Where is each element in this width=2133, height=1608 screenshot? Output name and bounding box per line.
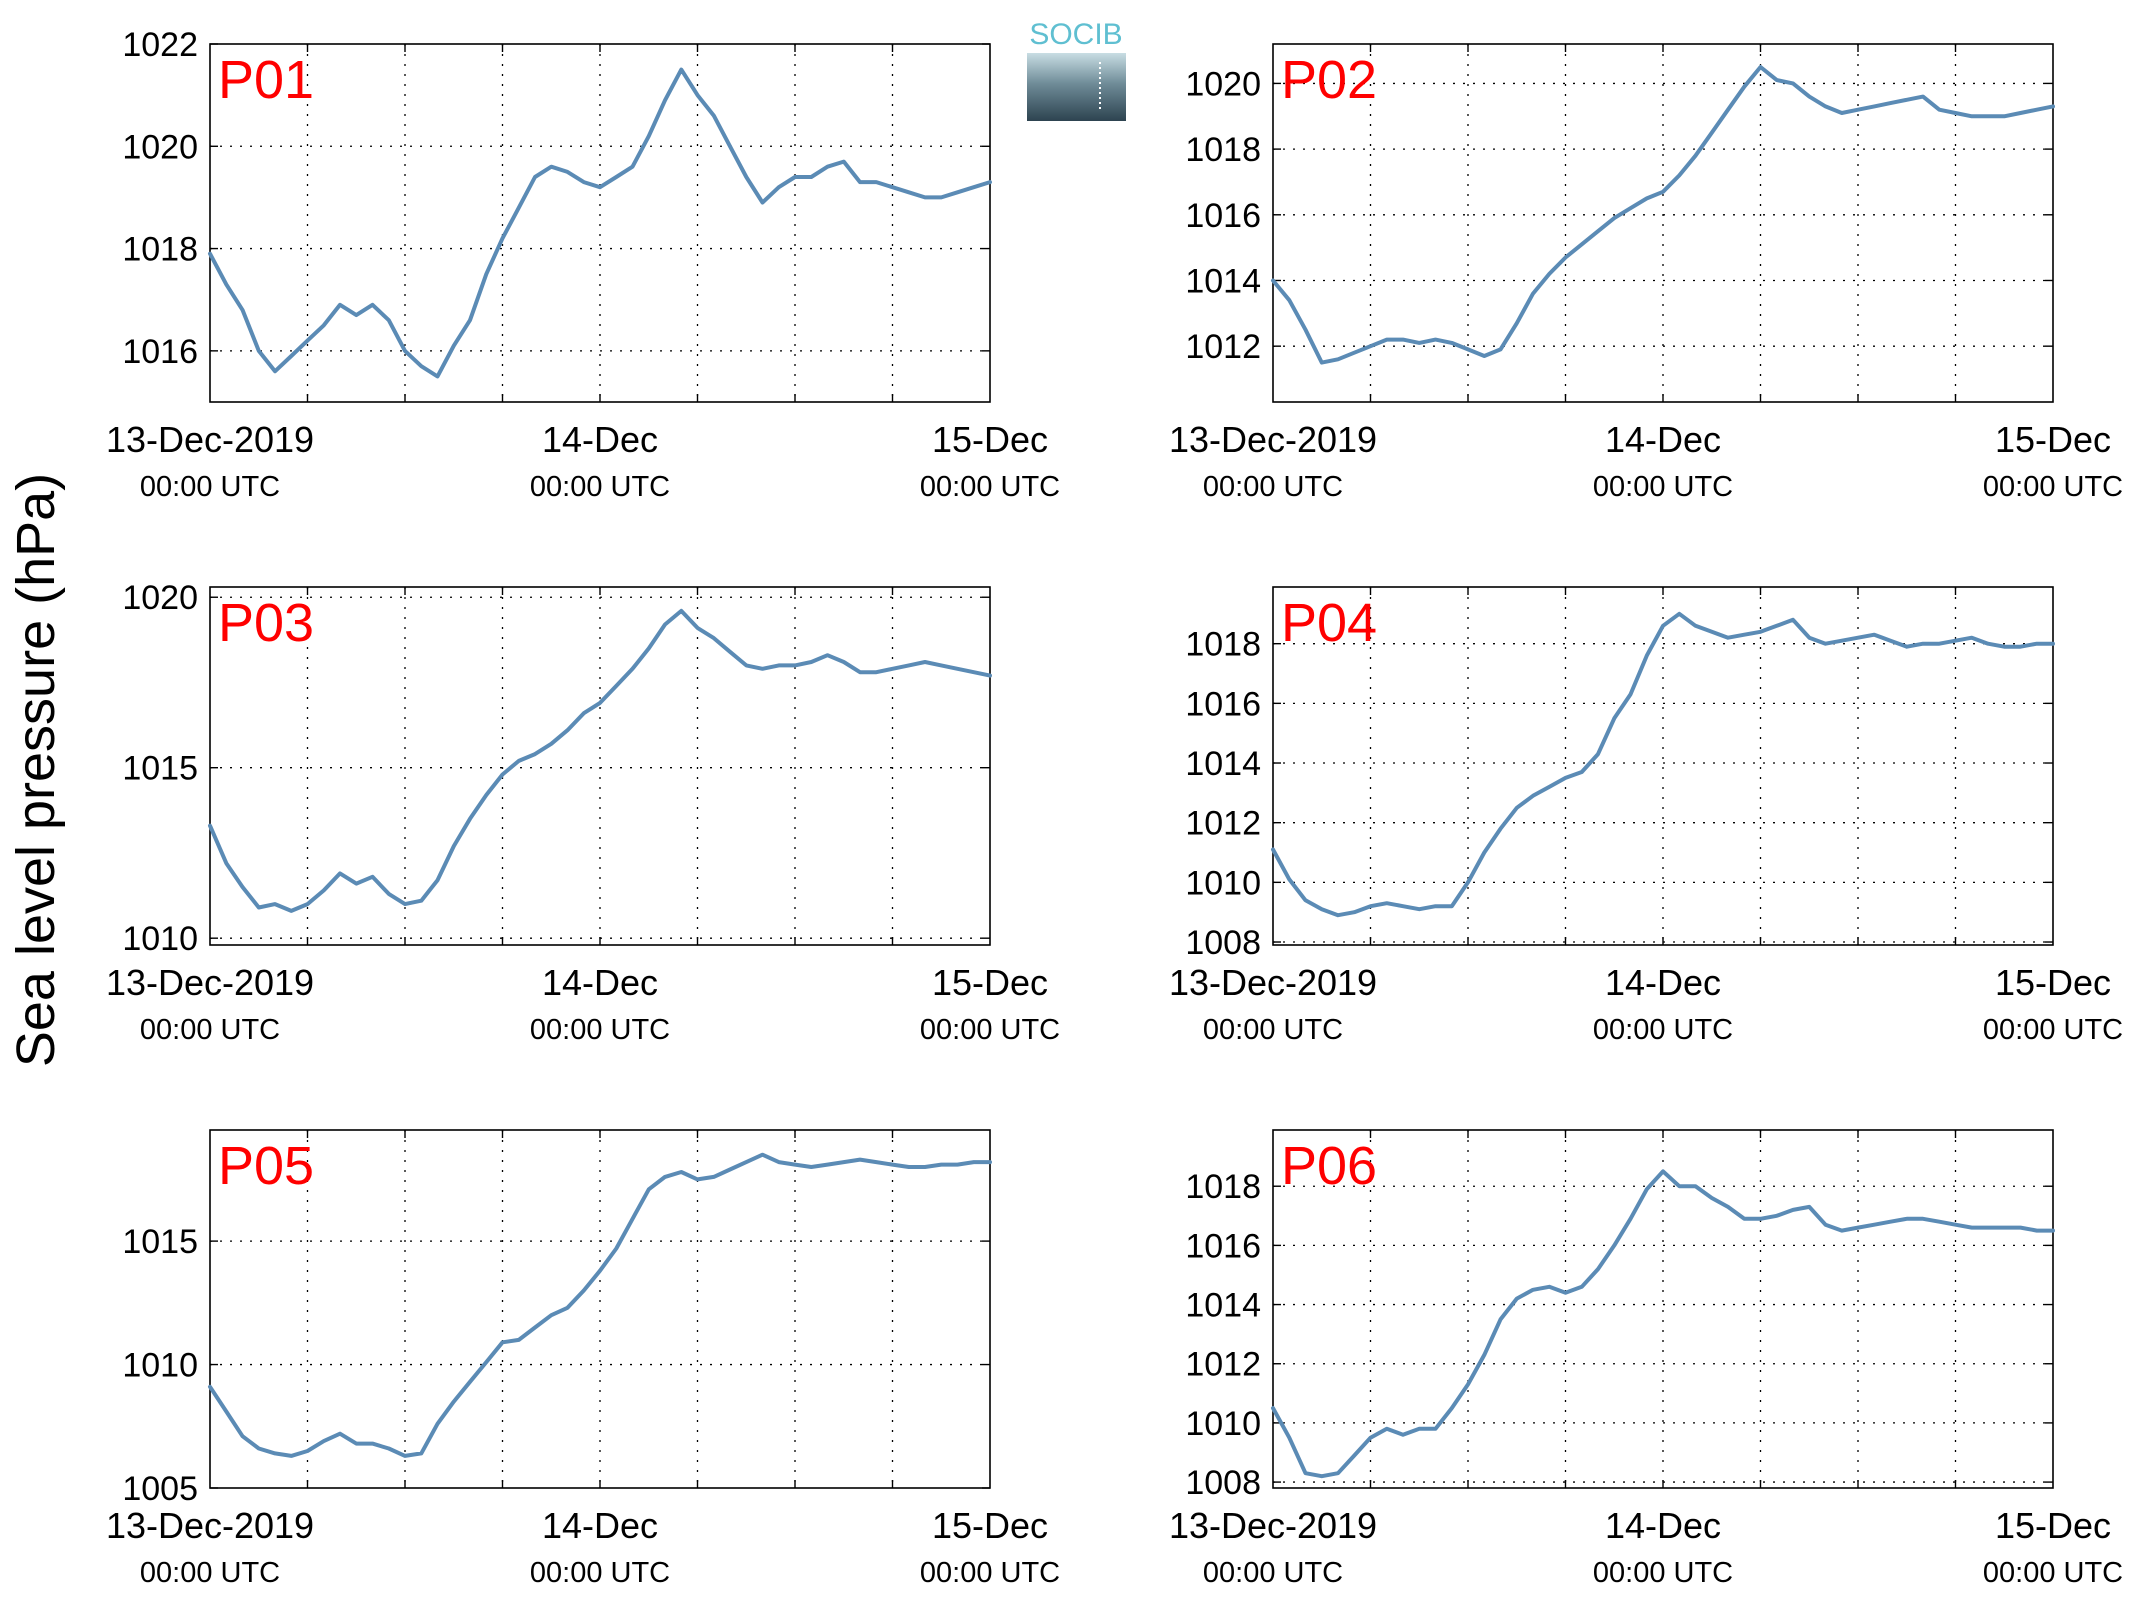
x-tick-sublabel: 00:00 UTC — [1983, 471, 2123, 503]
pressure-series-line — [1271, 1169, 2055, 1479]
x-tick-sublabel: 00:00 UTC — [1203, 1014, 1343, 1046]
pressure-series-line — [1271, 611, 2055, 918]
pressure-series-line — [208, 608, 992, 913]
x-tick-sublabel: 00:00 UTC — [1983, 1557, 2123, 1589]
pressure-series-line — [208, 1152, 992, 1458]
y-tick-label: 1016 — [122, 333, 198, 371]
plot-frame — [209, 1129, 991, 1489]
y-tick-label: 1018 — [1185, 1168, 1261, 1206]
panel-label: P02 — [1281, 50, 1377, 110]
y-tick-label: 1010 — [122, 1347, 198, 1385]
x-tick-sublabel: 00:00 UTC — [530, 1557, 670, 1589]
logo-badge — [1027, 53, 1126, 121]
y-tick-label: 1015 — [122, 750, 198, 788]
x-tick-sublabel: 00:00 UTC — [1203, 1557, 1343, 1589]
x-tick-label: 14-Dec — [542, 962, 658, 1003]
panel-label: P06 — [1281, 1136, 1377, 1196]
y-tick-label: 1008 — [1185, 1464, 1261, 1502]
y-tick-label: 1018 — [1185, 626, 1261, 664]
y-tick-label: 1018 — [1185, 131, 1261, 169]
y-tick-label: 1014 — [1185, 745, 1261, 783]
x-tick-sublabel: 00:00 UTC — [140, 1557, 280, 1589]
y-tick-label: 1016 — [1185, 1227, 1261, 1265]
chart-panel-p02: 1012 1014 1016 1018 1020 13-Dec-2019 00:00 UTC… — [1169, 43, 2123, 503]
panel-label: P01 — [218, 50, 314, 110]
chart-panel-p04: 1008 1010 1012 1014 1016 1018 13-Dec-2019 00:00… — [1169, 586, 2123, 1046]
chart-panel-p05: 1005 1010 1015 13-Dec-2019 00:00 UTC 14-Dec 00… — [106, 1129, 1060, 1589]
y-tick-label: 1018 — [122, 231, 198, 269]
x-tick-sublabel: 00:00 UTC — [1593, 1014, 1733, 1046]
y-tick-label: 1010 — [1185, 864, 1261, 902]
x-tick-sublabel: 00:00 UTC — [140, 471, 280, 503]
y-tick-label: 1014 — [1185, 1287, 1261, 1325]
chart-panel-p03: 1010 1015 1020 13-Dec-2019 00:00 UTC 14-Dec 00… — [106, 579, 1060, 1046]
y-tick-label: 1014 — [1185, 262, 1261, 300]
x-tick-label: 14-Dec — [1605, 419, 1721, 460]
pressure-series-line — [1271, 65, 2055, 365]
y-tick-label: 1012 — [1185, 1346, 1261, 1384]
chart-panels: 1016 1018 1020 1022 13-Dec-2019 00:00 UTC 14-D… — [106, 26, 2123, 1589]
y-tick-label: 1010 — [122, 920, 198, 958]
chart-panel-p06: 1008 1010 1012 1014 1016 1018 13-Dec-2019 00:00… — [1169, 1129, 2123, 1589]
x-tick-label: 13-Dec-2019 — [1169, 1505, 1377, 1546]
x-tick-sublabel: 00:00 UTC — [140, 1014, 280, 1046]
logo-text: SOCIB — [1029, 18, 1122, 51]
socib-logo: SOCIB — [1027, 18, 1126, 121]
y-tick-label: 1020 — [122, 128, 198, 166]
x-tick-sublabel: 00:00 UTC — [920, 1557, 1060, 1589]
x-tick-label: 14-Dec — [542, 419, 658, 460]
x-tick-sublabel: 00:00 UTC — [1593, 471, 1733, 503]
y-tick-label: 1010 — [1185, 1405, 1261, 1443]
x-tick-label: 15-Dec — [1995, 419, 2111, 460]
plot-frame — [1272, 43, 2054, 403]
chart-panel-p01: 1016 1018 1020 1022 13-Dec-2019 00:00 UTC 14-D… — [106, 26, 1060, 503]
x-tick-label: 15-Dec — [932, 962, 1048, 1003]
panel-label: P05 — [218, 1136, 314, 1196]
plot-frame — [1272, 586, 2054, 946]
y-tick-label: 1005 — [122, 1470, 198, 1508]
x-tick-label: 15-Dec — [1995, 962, 2111, 1003]
y-tick-label: 1020 — [122, 579, 198, 617]
x-tick-label: 13-Dec-2019 — [1169, 419, 1377, 460]
x-tick-label: 14-Dec — [542, 1505, 658, 1546]
x-tick-sublabel: 00:00 UTC — [920, 471, 1060, 503]
x-tick-label: 14-Dec — [1605, 1505, 1721, 1546]
x-tick-label: 13-Dec-2019 — [1169, 962, 1377, 1003]
plot-frame — [1272, 1129, 2054, 1489]
x-tick-label: 15-Dec — [932, 419, 1048, 460]
x-tick-sublabel: 00:00 UTC — [1203, 471, 1343, 503]
y-tick-label: 1022 — [122, 26, 198, 64]
x-tick-label: 15-Dec — [1995, 1505, 2111, 1546]
y-tick-label: 1020 — [1185, 65, 1261, 103]
x-tick-label: 14-Dec — [1605, 962, 1721, 1003]
x-tick-label: 13-Dec-2019 — [106, 1505, 314, 1546]
x-tick-sublabel: 00:00 UTC — [1593, 1557, 1733, 1589]
y-tick-label: 1015 — [122, 1223, 198, 1261]
x-tick-sublabel: 00:00 UTC — [920, 1014, 1060, 1046]
plot-frame — [209, 586, 991, 946]
panel-label: P03 — [218, 593, 314, 653]
x-tick-sublabel: 00:00 UTC — [530, 1014, 670, 1046]
plot-frame — [209, 43, 991, 403]
y-tick-label: 1012 — [1185, 805, 1261, 843]
pressure-series-line — [208, 67, 992, 379]
y-tick-label: 1012 — [1185, 328, 1261, 366]
x-tick-sublabel: 00:00 UTC — [530, 471, 670, 503]
y-axis-label: Sea level pressure (hPa) — [6, 473, 66, 1067]
x-tick-label: 13-Dec-2019 — [106, 962, 314, 1003]
x-tick-label: 13-Dec-2019 — [106, 419, 314, 460]
y-tick-label: 1016 — [1185, 197, 1261, 235]
x-tick-sublabel: 00:00 UTC — [1983, 1014, 2123, 1046]
panel-label: P04 — [1281, 593, 1377, 653]
x-tick-label: 15-Dec — [932, 1505, 1048, 1546]
y-tick-label: 1008 — [1185, 924, 1261, 962]
y-tick-label: 1016 — [1185, 685, 1261, 723]
